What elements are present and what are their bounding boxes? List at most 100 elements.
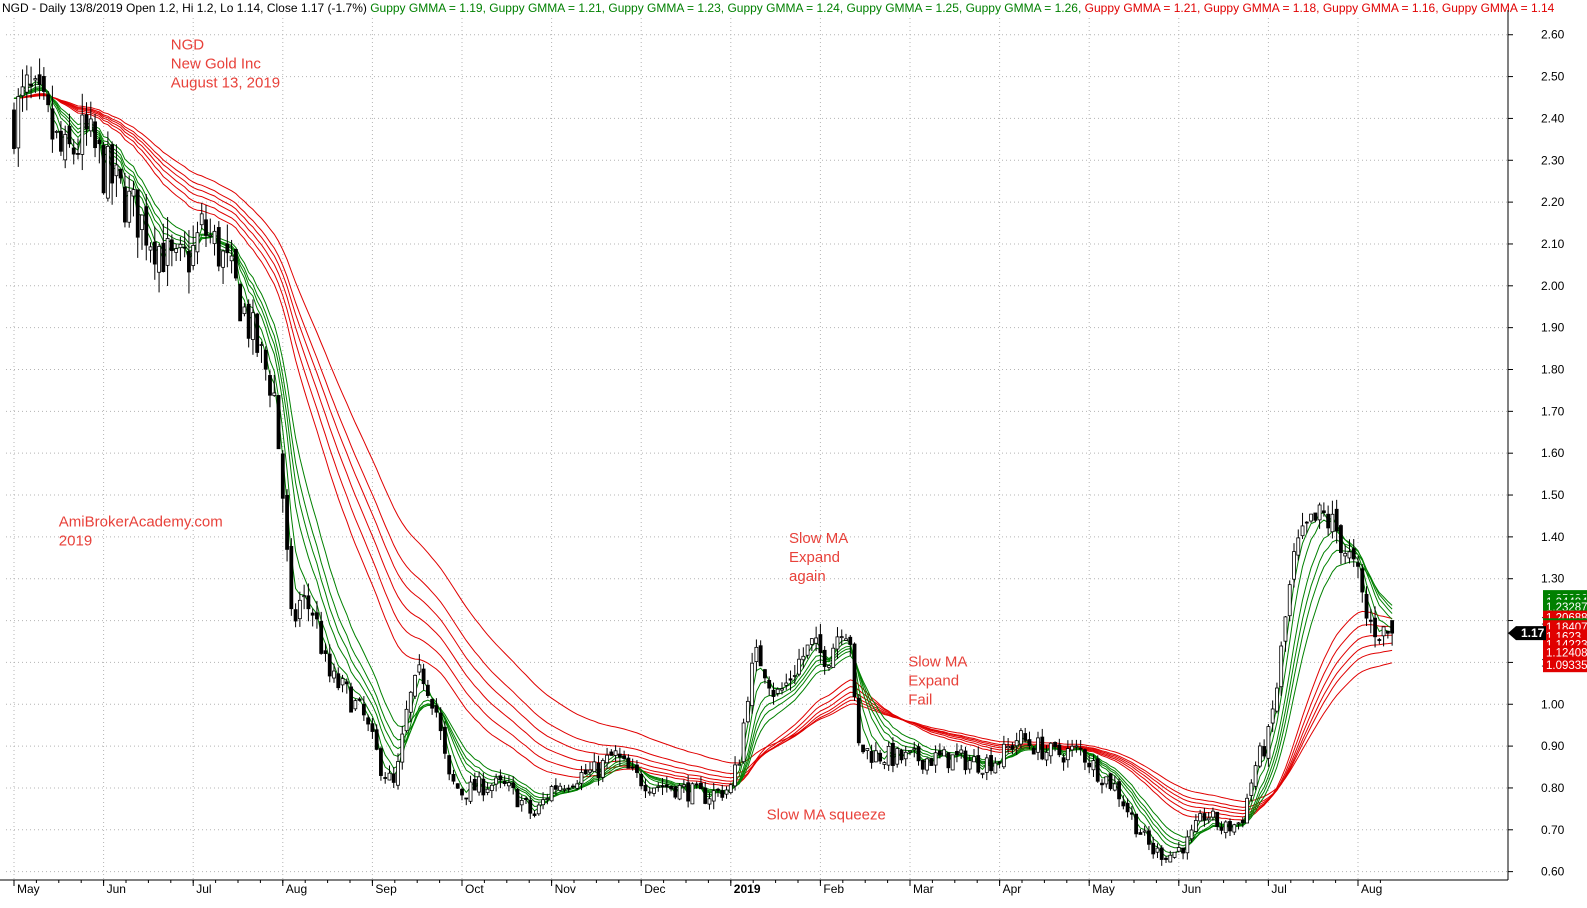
candle-body [20, 86, 25, 97]
candle-body [980, 772, 985, 775]
candle-body [690, 783, 695, 805]
candle-body [916, 746, 921, 762]
candle-body [161, 242, 166, 273]
x-tick-label: Sep [375, 882, 397, 896]
candle-body [507, 782, 511, 787]
candle-body [195, 232, 200, 253]
annotation-text: 2019 [59, 532, 92, 549]
candle-body [413, 674, 417, 697]
candle-body [80, 114, 85, 155]
candle-body [839, 636, 844, 639]
candle-body [434, 705, 439, 713]
candle-body [208, 234, 213, 237]
candle-body [1202, 813, 1207, 821]
candle-body [835, 636, 840, 650]
candle-body [532, 813, 537, 816]
candle-body [647, 791, 652, 794]
candle-body [1343, 552, 1348, 557]
candle-body [289, 545, 294, 610]
candle-body [16, 96, 21, 149]
candle-body [903, 751, 908, 760]
candle-body [263, 349, 268, 370]
candle-body [737, 763, 742, 766]
annotation-text: Expand [908, 673, 959, 690]
candle-body [895, 748, 900, 765]
candle-body [664, 784, 669, 788]
candle-body [293, 609, 298, 622]
candle-body [310, 612, 315, 616]
annotation-text: August 13, 2019 [171, 74, 280, 91]
candle-body [332, 670, 336, 679]
candle-body [1253, 765, 1258, 787]
candle-body [571, 785, 575, 788]
candle-body [1117, 781, 1121, 800]
slow-ma-ribbon [13, 93, 1393, 821]
header-gmma-value: Guppy GMMA = 1.21, [489, 1, 606, 15]
candle-body [451, 774, 456, 782]
candle-body [814, 637, 819, 644]
candle-body [1048, 742, 1053, 757]
candle-body [861, 744, 865, 753]
y-tick-label: 2.40 [1541, 111, 1565, 125]
candle-body [344, 681, 349, 685]
candle-body [494, 777, 499, 785]
candle-body [404, 708, 409, 732]
candle-body [118, 168, 123, 179]
annotation-text: AmiBrokerAcademy.com [59, 513, 223, 530]
x-tick-label: Mar [913, 882, 934, 896]
candle-body [353, 700, 358, 710]
annotation-text: NGD [171, 36, 205, 53]
candle-body [1031, 747, 1036, 755]
candle-body [1339, 525, 1343, 553]
header-symbol-info: NGD - Daily 13/8/2019 Open 1.2, Hi 1.2, … [2, 1, 367, 15]
candle-body [801, 655, 806, 661]
candle-body [417, 664, 422, 673]
candle-body [1317, 504, 1322, 521]
x-tick-label: Jul [196, 882, 211, 896]
candle-body [135, 189, 140, 238]
candle-body [123, 186, 127, 223]
candle-body [1108, 773, 1113, 790]
candle-body [443, 726, 447, 754]
candle-body [233, 248, 238, 279]
candle-body [97, 139, 102, 145]
candle-body [1053, 741, 1057, 748]
candle-body [460, 788, 464, 796]
candle-body [750, 662, 755, 707]
y-tick-label: 1.00 [1541, 697, 1565, 711]
y-tick-label: 1.30 [1541, 572, 1565, 586]
candle-body [1147, 830, 1151, 845]
annotation-text: Slow MA [789, 530, 848, 547]
candle-body [105, 145, 110, 199]
candle-body [447, 755, 452, 775]
candle-body [225, 243, 230, 254]
candle-body [1292, 551, 1296, 580]
x-tick-label: Dec [644, 882, 665, 896]
candle-body [1309, 513, 1313, 522]
x-tick-label: Apr [1003, 882, 1022, 896]
candle-body [33, 78, 38, 81]
x-tick-label: May [17, 882, 40, 896]
chart-header: NGD - Daily 13/8/2019 Open 1.2, Hi 1.2, … [2, 1, 1554, 15]
candle-body [242, 306, 247, 315]
candle-body [741, 722, 746, 763]
header-gmma-value: Guppy GMMA = 1.24, [727, 1, 844, 15]
candle-body [959, 749, 964, 754]
candle-body [1321, 510, 1326, 514]
y-tick-label: 2.30 [1541, 153, 1565, 167]
candle-body [1159, 847, 1164, 860]
candle-body [937, 750, 942, 756]
candle-body [1287, 584, 1292, 617]
candle-body [425, 684, 430, 696]
candle-body [157, 246, 161, 273]
candle-body [1006, 745, 1011, 749]
candle-body [976, 755, 981, 773]
fast-ma-line [13, 88, 1393, 844]
candle-body [609, 751, 614, 756]
candle-body [869, 751, 874, 763]
candle-body [993, 762, 998, 774]
candle-body [1347, 551, 1352, 559]
candle-body [37, 74, 42, 86]
candle-body [784, 682, 789, 686]
